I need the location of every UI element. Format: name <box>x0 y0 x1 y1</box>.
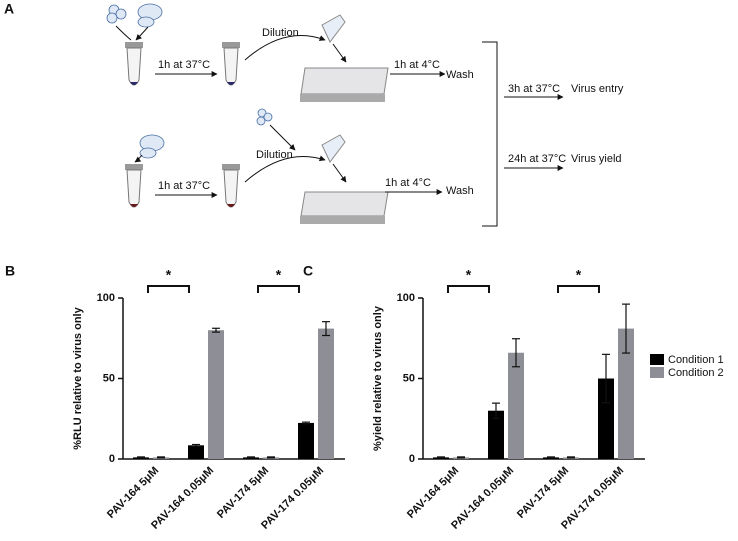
arrow <box>269 124 296 151</box>
arrow <box>332 163 347 183</box>
pipette-tube <box>321 14 346 43</box>
error-bar <box>247 456 255 459</box>
bar <box>488 410 504 459</box>
x-tick-label: PAV-174 5μM <box>515 465 571 521</box>
legend-swatch <box>650 367 664 378</box>
arrow <box>134 154 143 163</box>
y-tick-label: 0 <box>409 453 415 465</box>
arrow <box>332 43 347 63</box>
significance-label: * <box>576 267 582 283</box>
error-bar <box>267 456 275 459</box>
step-label: Wash <box>446 69 474 81</box>
cells-icon <box>106 3 163 28</box>
step-label: Wash <box>446 185 474 197</box>
error-bar <box>622 303 630 354</box>
tube <box>222 42 240 86</box>
step-label: 1h at 37°C <box>158 59 210 71</box>
chart: C %yield relative to virus only 0 50 100 PAV-… <box>303 263 724 532</box>
error-bar <box>157 456 165 459</box>
bar <box>298 422 314 459</box>
legend-swatch <box>650 354 664 365</box>
error-bar <box>602 353 610 404</box>
significance-bracket <box>447 285 490 293</box>
error-bar <box>437 456 445 459</box>
y-axis-label: %yield relative to virus only <box>372 305 384 451</box>
bar <box>508 352 524 459</box>
x-tick-label: PAV-174 5μM <box>215 465 271 521</box>
significance-label: * <box>276 267 282 283</box>
error-bar <box>457 456 465 459</box>
plate <box>300 191 389 224</box>
arrow <box>244 35 326 61</box>
panel-letter: C <box>303 263 313 279</box>
y-axis-label: %RLU relative to virus only <box>72 306 84 449</box>
legend-label: Condition 2 <box>668 367 724 379</box>
bar <box>618 328 634 459</box>
significance-label: * <box>466 267 472 283</box>
step-label: 1h at 4°C <box>385 177 431 189</box>
cells-icon <box>139 108 273 159</box>
tube <box>222 164 240 208</box>
significance-bracket <box>257 285 300 293</box>
error-bar <box>322 321 330 337</box>
error-bar <box>492 402 500 419</box>
y-tick-label: 100 <box>97 292 115 304</box>
y-tick-label: 50 <box>403 372 415 384</box>
error-bar <box>547 456 555 459</box>
plate <box>300 67 389 102</box>
significance-bracket <box>557 285 600 293</box>
arrow <box>115 25 149 40</box>
tube <box>125 164 143 208</box>
bar <box>318 328 334 459</box>
tube <box>125 42 143 86</box>
error-bar <box>302 421 310 425</box>
bar <box>598 378 614 459</box>
pipette-tube <box>321 134 346 163</box>
step-label: Dilution <box>262 27 299 39</box>
error-bar <box>567 456 575 459</box>
significance-bracket <box>147 285 190 293</box>
y-tick-label: 0 <box>109 453 115 465</box>
error-bar <box>137 456 145 459</box>
significance-label: * <box>166 267 172 283</box>
panel-letter: A <box>4 1 14 17</box>
x-tick-label: PAV-164 5μM <box>405 465 461 521</box>
y-tick-label: 100 <box>397 292 415 304</box>
bar <box>208 330 224 459</box>
step-label: Dilution <box>256 149 293 161</box>
step-label: 3h at 37°C <box>508 83 560 95</box>
error-bar <box>192 443 200 447</box>
y-tick-label: 50 <box>103 372 115 384</box>
outcome-label: Virus entry <box>571 83 624 95</box>
panel-letter: B <box>5 263 15 279</box>
step-label: 1h at 37°C <box>158 180 210 192</box>
outcome-label: Virus yield <box>571 153 622 165</box>
chart: B %RLU relative to virus only 0 50 100 PAV-16… <box>5 263 345 532</box>
x-tick-label: PAV-164 5μM <box>105 465 161 521</box>
step-label: 24h at 37°C <box>508 153 566 165</box>
diagram: A 1h at 37°C Dilution 1h at 4°C Wash 1h … <box>4 1 624 227</box>
bracket <box>482 41 498 227</box>
step-label: 1h at 4°C <box>394 59 440 71</box>
arrow <box>244 155 326 183</box>
error-bar <box>512 338 520 368</box>
legend-label: Condition 1 <box>668 354 724 366</box>
bar <box>188 445 204 459</box>
error-bar <box>212 327 220 333</box>
